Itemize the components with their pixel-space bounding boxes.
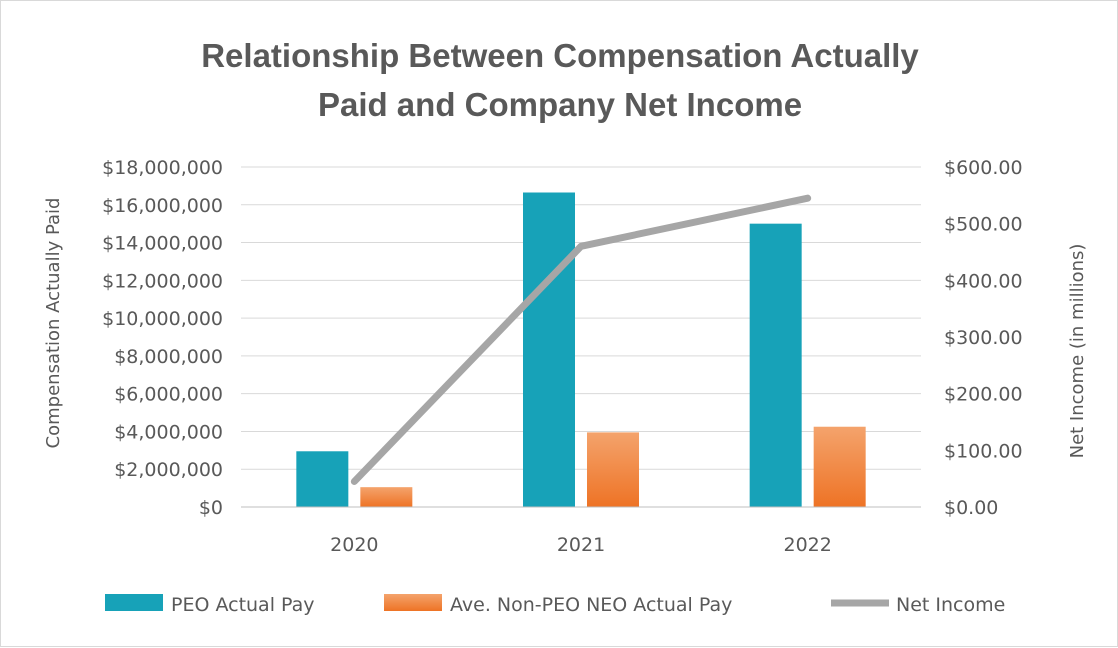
y-tick-label-right: $200.00 [944,384,1023,406]
bar-non-peo [813,426,866,507]
legend-label-net-income: Net Income [896,594,1005,616]
y-tick-label-right: $600.00 [944,157,1023,179]
chart-title-line-1: Relationship Between Compensation Actual… [201,37,919,74]
bar-peo [296,451,349,507]
y-tick-label-left: $6,000,000 [114,384,223,406]
bar-peo [749,223,802,507]
legend-swatch-non-peo [384,594,442,611]
y-tick-label-left: $16,000,000 [102,195,223,217]
y-tick-label-right: $300.00 [944,327,1023,349]
legend-label-peo: PEO Actual Pay [171,594,315,616]
legend-swatch-peo [105,594,163,611]
y-tick-label-left: $12,000,000 [102,270,223,292]
y-axis-title-right: Net Income (in millions) [1067,244,1088,459]
x-tick-label: 2020 [330,534,378,556]
x-tick-label: 2021 [557,534,605,556]
y-tick-label-left: $8,000,000 [114,346,223,368]
y-tick-label-right: $100.00 [944,440,1023,462]
y-tick-label-right: $400.00 [944,270,1023,292]
y-tick-label-left: $10,000,000 [102,308,223,330]
bar-non-peo [360,487,413,507]
bar-peo [523,192,575,507]
bar-non-peo [587,432,639,507]
y-tick-label-left: $4,000,000 [114,421,223,443]
y-tick-label-left: $0 [199,497,223,519]
x-tick-label: 2022 [783,534,831,556]
y-axis-title-left: Compensation Actually Paid [43,198,64,449]
legend-label-non-peo: Ave. Non-PEO NEO Actual Pay [450,594,732,616]
chart-title-line-2: Paid and Company Net Income [318,86,802,123]
y-tick-label-right: $500.00 [944,214,1023,236]
y-tick-label-left: $18,000,000 [102,157,223,179]
y-tick-label-left: $14,000,000 [102,233,223,255]
net-income-line [350,194,812,485]
y-tick-label-right: $0.00 [944,497,998,519]
y-tick-label-left: $2,000,000 [114,459,223,481]
